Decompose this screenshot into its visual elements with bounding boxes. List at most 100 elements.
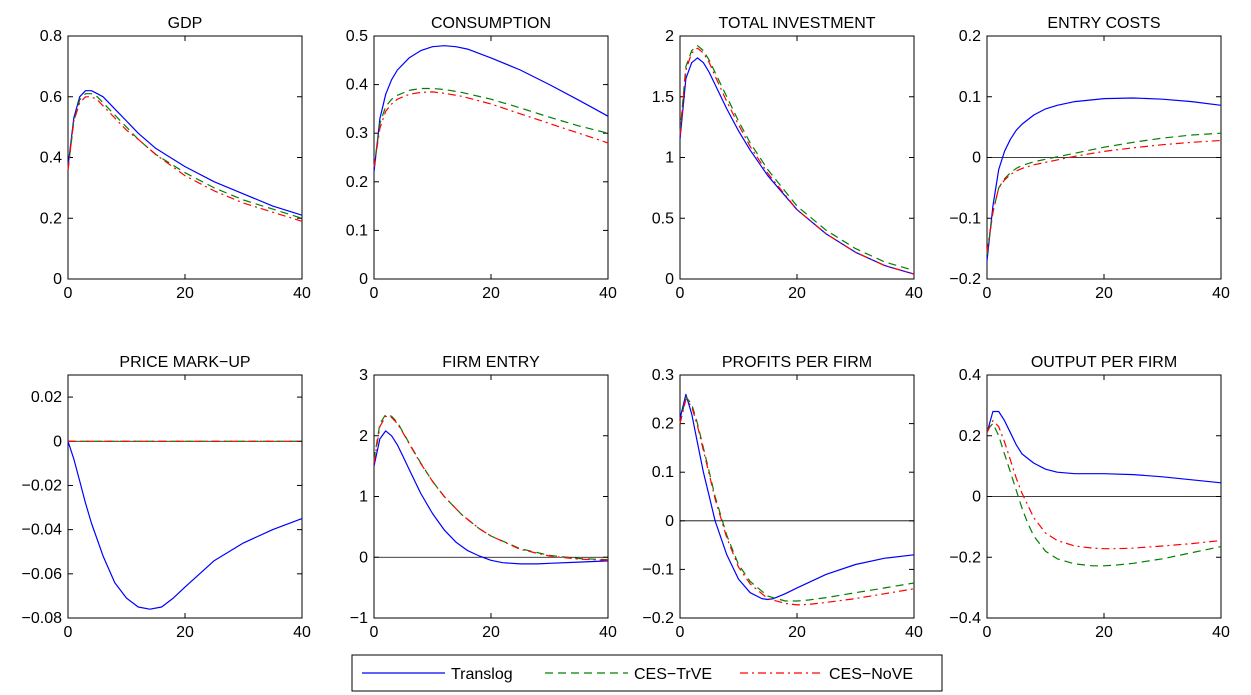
y-tick-label: 0.2 <box>40 210 62 227</box>
series-line-ces-trve <box>986 132 1222 255</box>
x-tick-label: 20 <box>1095 624 1113 641</box>
axes-box <box>373 374 609 619</box>
series-line-ces-nove <box>986 420 1222 550</box>
x-tick-label: 0 <box>983 624 992 641</box>
series-line-translog <box>67 90 303 216</box>
series-line-ces-nove <box>679 398 915 606</box>
chart-title: FIRM ENTRY <box>442 354 540 371</box>
series-line-ces-trve <box>373 87 609 168</box>
y-tick-label: 0.4 <box>40 150 62 167</box>
x-tick-label: 40 <box>905 624 923 641</box>
axes-box <box>373 35 609 280</box>
y-tick-label: −1 <box>350 610 368 627</box>
x-tick-label: 0 <box>64 285 73 302</box>
series-line-translog <box>373 430 609 565</box>
legend-label-translog: Translog <box>451 666 513 683</box>
chart-title: OUTPUT PER FIRM <box>1031 354 1177 371</box>
x-tick-label: 20 <box>482 624 500 641</box>
y-tick-label: 0.3 <box>346 125 368 142</box>
axes-box <box>67 35 303 280</box>
y-tick-label: 2 <box>665 28 674 45</box>
x-tick-label: 0 <box>676 285 685 302</box>
x-tick-label: 20 <box>176 624 194 641</box>
x-tick-label: 40 <box>905 285 923 302</box>
x-tick-label: 20 <box>788 285 806 302</box>
x-tick-label: 40 <box>293 285 311 302</box>
y-tick-label: 0 <box>665 271 674 288</box>
chart-title: PROFITS PER FIRM <box>722 354 872 371</box>
y-tick-label: 0.5 <box>652 210 674 227</box>
chart-panel-gdp: 0 0.2 0.4 0.6 0.8 0 20 40 GDP <box>40 15 311 302</box>
series-line-translog <box>986 97 1222 261</box>
y-tick-label: 0.2 <box>652 416 674 433</box>
y-tick-label: 0.02 <box>31 389 62 406</box>
x-tick-label: 40 <box>293 624 311 641</box>
y-tick-label: 0 <box>53 271 62 288</box>
x-tick-label: 0 <box>370 285 379 302</box>
y-tick-label: −0.1 <box>949 210 981 227</box>
y-tick-label: −0.04 <box>22 522 63 539</box>
y-tick-label: 0.2 <box>959 428 981 445</box>
y-tick-label: 0.2 <box>346 174 368 191</box>
chart-title: TOTAL INVESTMENT <box>718 15 875 32</box>
y-tick-label: 0 <box>665 513 674 530</box>
y-tick-label: −0.02 <box>22 477 63 494</box>
y-tick-label: −0.2 <box>949 271 981 288</box>
chart-panel-consumption: 0 0.1 0.2 0.3 0.4 0.5 0 20 40 CONSUMPTION <box>346 15 617 302</box>
y-tick-label: 0.2 <box>959 28 981 45</box>
x-tick-label: 40 <box>1212 624 1230 641</box>
legend-label-ces-nove: CES−NoVE <box>829 666 913 683</box>
x-tick-label: 20 <box>788 624 806 641</box>
series-line-ces-trve <box>986 423 1222 567</box>
chart-title: ENTRY COSTS <box>1047 15 1160 32</box>
y-tick-label: 2 <box>359 428 368 445</box>
y-tick-label: 1 <box>665 150 674 167</box>
y-tick-label: 0.4 <box>346 77 368 94</box>
chart-title: GDP <box>168 15 203 32</box>
y-tick-label: 0.6 <box>40 89 62 106</box>
series-line-ces-trve <box>679 396 915 602</box>
series-line-ces-nove <box>986 139 1222 252</box>
y-tick-label: 0.5 <box>346 28 368 45</box>
legend: Translog CES−TrVE CES−NoVE <box>351 654 943 692</box>
y-tick-label: 0.4 <box>959 367 981 384</box>
series-line-translog <box>986 410 1222 484</box>
chart-panel-profits-per-firm: −0.2 −0.1 0 0.1 0.2 0.3 0 20 40 PROFITS PER FIRM <box>642 354 923 641</box>
series-line-ces-nove <box>373 91 609 168</box>
x-tick-label: 20 <box>1095 285 1113 302</box>
x-tick-label: 0 <box>370 624 379 641</box>
legend-box <box>351 654 943 692</box>
x-tick-label: 20 <box>482 285 500 302</box>
chart-title: CONSUMPTION <box>431 15 551 32</box>
x-tick-label: 20 <box>176 285 194 302</box>
y-tick-label: 0.8 <box>40 28 62 45</box>
y-tick-label: 1.5 <box>652 89 674 106</box>
x-tick-label: 40 <box>599 285 617 302</box>
axes-box <box>67 374 303 619</box>
y-tick-label: −0.2 <box>642 610 674 627</box>
x-tick-label: 0 <box>983 285 992 302</box>
x-tick-label: 40 <box>599 624 617 641</box>
series-line-ces-nove <box>679 47 915 275</box>
y-tick-label: 0 <box>972 489 981 506</box>
axes-box <box>679 374 915 619</box>
x-tick-label: 40 <box>1212 285 1230 302</box>
y-tick-label: 0 <box>359 549 368 566</box>
y-tick-label: 1 <box>359 489 368 506</box>
y-tick-label: 0.1 <box>652 464 674 481</box>
x-tick-label: 0 <box>676 624 685 641</box>
y-tick-label: −0.2 <box>949 549 981 566</box>
y-tick-label: 0.1 <box>346 222 368 239</box>
legend-label-ces-trve: CES−TrVE <box>634 666 712 683</box>
y-tick-label: 0.1 <box>959 89 981 106</box>
series-line-translog <box>373 45 609 173</box>
series-line-translog <box>67 441 303 610</box>
chart-title: PRICE MARK−UP <box>119 354 250 371</box>
y-tick-label: −0.08 <box>22 610 63 627</box>
series-line-translog <box>679 393 915 601</box>
chart-panel-price-mark-up: −0.08 −0.06 −0.04 −0.02 0 0.02 0 20 40 PRICE MARK… <box>22 354 311 641</box>
